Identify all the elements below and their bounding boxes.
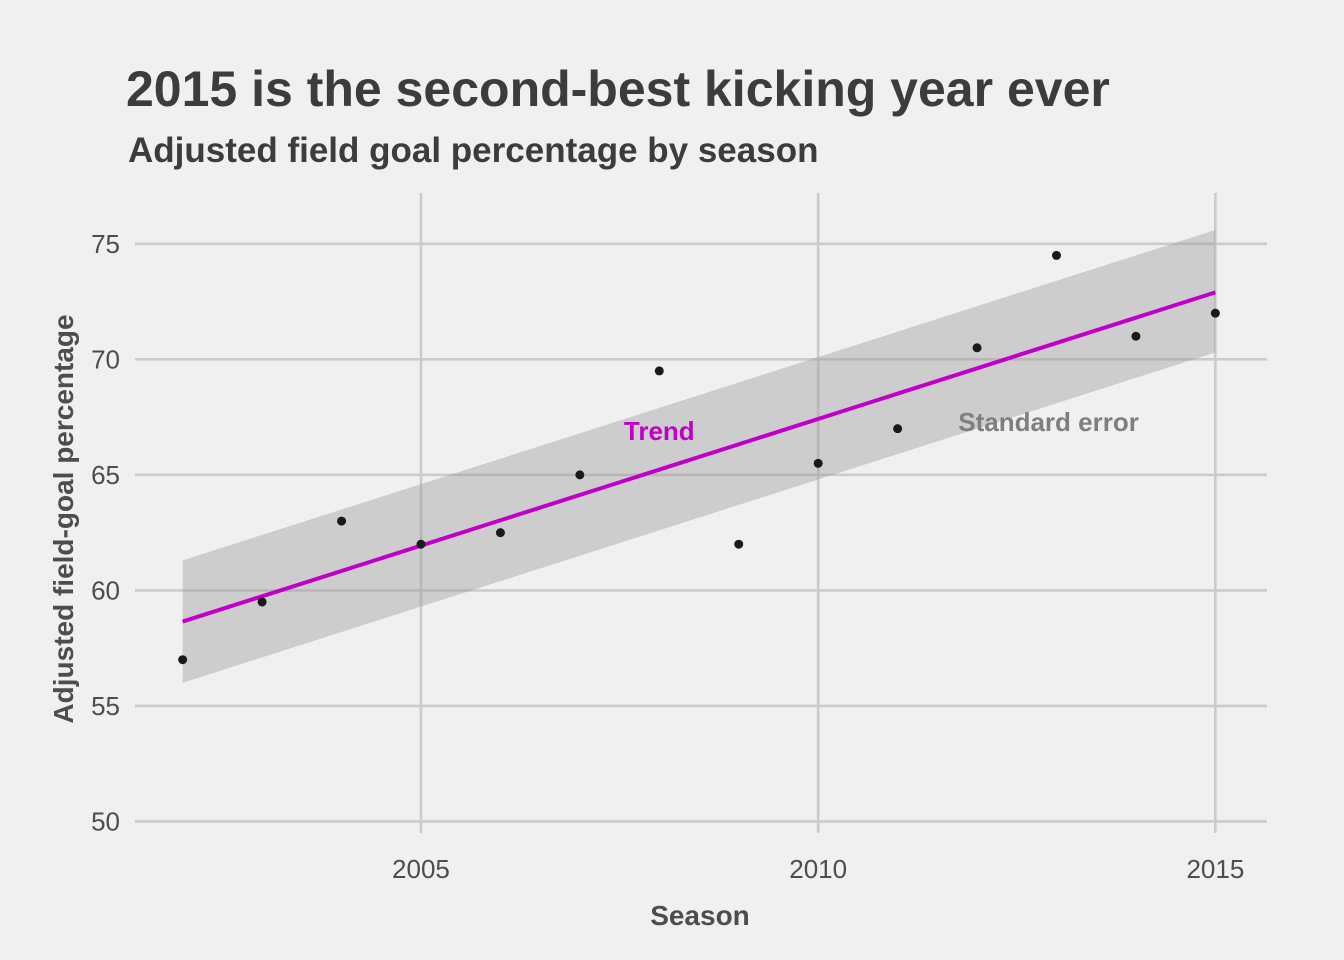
data-point xyxy=(893,424,903,434)
trend-label: Trend xyxy=(624,416,695,446)
data-point xyxy=(813,458,823,468)
data-point xyxy=(972,343,982,353)
data-point xyxy=(495,528,505,538)
data-points xyxy=(178,250,1220,665)
data-point xyxy=(337,516,347,526)
data-point xyxy=(575,470,585,480)
y-tick-labels: 50 55 60 65 70 75 xyxy=(91,229,120,837)
x-tick-label: 2015 xyxy=(1186,854,1244,884)
y-tick-label: 55 xyxy=(91,691,120,721)
y-axis-title: Adjusted field-goal percentage xyxy=(48,314,79,723)
x-tick-labels: 2005 2010 2015 xyxy=(392,854,1244,884)
annotations: Trend Standard error xyxy=(624,407,1139,446)
y-tick-label: 75 xyxy=(91,229,120,259)
data-point xyxy=(654,366,664,376)
data-point xyxy=(416,539,426,549)
data-point xyxy=(1131,331,1141,341)
y-tick-label: 60 xyxy=(91,575,120,605)
chart-title: 2015 is the second-best kicking year eve… xyxy=(126,61,1110,117)
grid-lines xyxy=(135,193,1267,833)
data-point xyxy=(1210,308,1220,318)
chart-subtitle: Adjusted field goal percentage by season xyxy=(128,131,818,170)
x-tick-label: 2005 xyxy=(392,854,450,884)
y-tick-label: 70 xyxy=(91,344,120,374)
data-point xyxy=(1051,250,1061,260)
standard-error-label: Standard error xyxy=(958,407,1139,437)
data-point xyxy=(734,539,744,549)
trend-line-group xyxy=(182,290,1216,624)
trend-line xyxy=(182,290,1216,624)
x-tick-label: 2010 xyxy=(789,854,847,884)
y-tick-label: 50 xyxy=(91,806,120,836)
x-axis-title: Season xyxy=(650,900,750,931)
data-point xyxy=(257,597,267,607)
data-point xyxy=(178,655,188,665)
y-tick-label: 65 xyxy=(91,460,120,490)
